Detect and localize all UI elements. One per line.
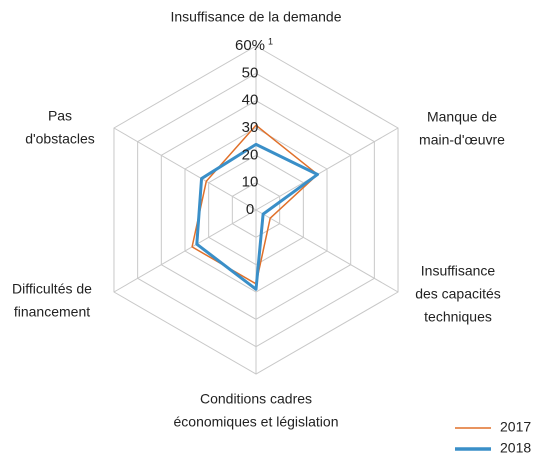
legend-label: 2017 — [500, 419, 531, 435]
category-label: économiques et législation — [174, 414, 339, 430]
category-label: Pas — [48, 108, 72, 124]
tick-label: 0 — [246, 201, 254, 218]
tick-label: 30 — [242, 119, 259, 136]
legend-label: 2018 — [500, 440, 531, 456]
category-label: main-d'œuvre — [419, 132, 505, 148]
spoke — [255, 127, 399, 211]
category-label: Manque de — [427, 109, 497, 125]
series-line — [195, 142, 320, 291]
tick-label: 10 — [242, 174, 259, 191]
tick-footnote: 1 — [268, 36, 273, 46]
tick-label: 40 — [242, 92, 259, 109]
category-label: Difficultés de — [12, 281, 92, 297]
category-label: Insuffisance — [421, 263, 496, 279]
tick-label: 20 — [242, 146, 259, 163]
category-label: Conditions cadres — [200, 391, 312, 407]
tick-label: 50 — [242, 64, 259, 81]
category-label: techniques — [424, 309, 492, 325]
spoke — [113, 209, 257, 293]
category-label: Insuffisance de la demande — [171, 9, 342, 25]
category-label: des capacités — [415, 286, 501, 302]
category-label: d'obstacles — [25, 131, 95, 147]
category-label: financement — [14, 304, 90, 320]
spoke — [113, 127, 257, 211]
tick-label: 60% — [235, 37, 265, 54]
spoke — [255, 209, 399, 293]
